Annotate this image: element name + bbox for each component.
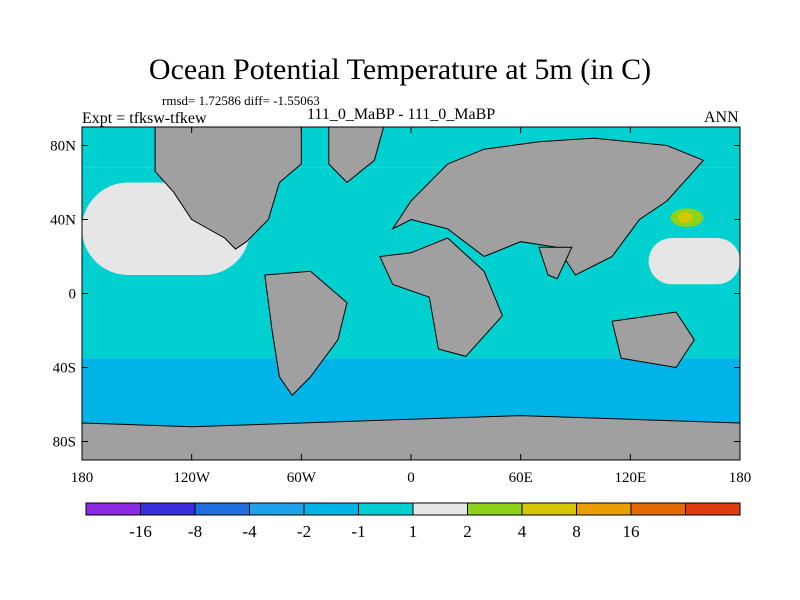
- land-india: [538, 246, 573, 280]
- colorbar-label: -4: [242, 522, 257, 541]
- x-tick-label: 0: [407, 470, 415, 486]
- colorbar-bin: [358, 502, 414, 516]
- colorbar-label: -1: [351, 522, 365, 541]
- colorbar-label: 4: [518, 522, 527, 541]
- land-south-america: [264, 270, 348, 397]
- zone-east-pacific-warm-core: [677, 212, 693, 224]
- colorbar-bin: [249, 502, 305, 516]
- x-tick-label: 60W: [287, 470, 317, 486]
- colorbar-bin: [467, 502, 523, 516]
- case-label: 111_0_MaBP - 111_0_MaBP: [307, 106, 496, 123]
- colorbar-bin: [630, 502, 686, 516]
- x-tick-label: 60E: [509, 470, 533, 486]
- colorbar-label: -16: [129, 522, 152, 541]
- x-tick-label: 120E: [614, 470, 646, 486]
- colorbar-bin: [140, 502, 196, 516]
- experiment-label: Expt = tfksw-tfkew: [82, 110, 207, 127]
- y-tick-label: 80N: [50, 139, 76, 155]
- colorbar-bin: [303, 502, 359, 516]
- season-label: ANN: [704, 109, 739, 126]
- land-antarctica: [82, 415, 740, 460]
- colorbar-label: 2: [463, 522, 472, 541]
- y-tick-label: 0: [69, 287, 77, 303]
- colorbar-bin: [85, 502, 141, 516]
- colorbar-bin: [576, 502, 632, 516]
- zone-east-pacific-white: [648, 238, 740, 285]
- x-tick-label: 180: [71, 470, 94, 486]
- colorbar-bin: [194, 502, 250, 516]
- land-australia: [611, 311, 695, 369]
- colorbar-label: 16: [623, 522, 640, 541]
- y-tick-label: 40S: [53, 361, 76, 377]
- land-north-america: [154, 127, 302, 250]
- x-tick-label: 120W: [173, 470, 211, 486]
- map-fields: [82, 127, 740, 460]
- colorbar-bin: [685, 502, 741, 516]
- colorbar-bin: [412, 502, 468, 516]
- y-tick-label: 80S: [53, 435, 76, 451]
- land-eurasia: [391, 137, 705, 276]
- y-tick-label: 40N: [50, 213, 76, 229]
- colorbar-label: -8: [188, 522, 202, 541]
- colorbar-label: 8: [572, 522, 581, 541]
- stats-label: rmsd= 1.72586 diff= -1.55063: [162, 93, 320, 108]
- x-tick-label: 180: [729, 470, 752, 486]
- colorbar-label: 1: [409, 522, 418, 541]
- chart-title: Ocean Potential Temperature at 5m (in C): [148, 53, 652, 86]
- colorbar-label: -2: [297, 522, 311, 541]
- land-greenland: [328, 127, 385, 184]
- colorbar-bin: [521, 502, 577, 516]
- land-africa: [379, 237, 503, 357]
